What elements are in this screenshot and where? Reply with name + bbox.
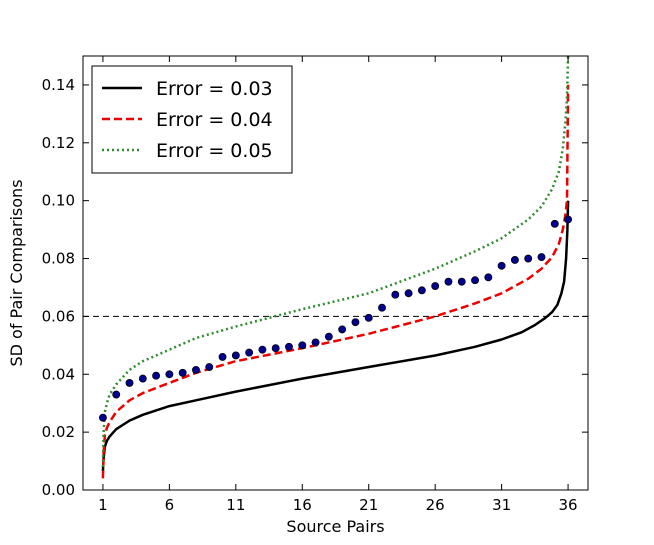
observed-point [98,413,107,422]
observed-point [457,277,466,286]
y-tick-label: 0.10 [42,192,75,210]
observed-point [271,344,280,353]
plot-area [83,56,588,479]
observed-point [404,289,413,298]
x-tick-label: 36 [559,496,578,514]
observed-point [258,345,267,354]
y-tick-label: 0.04 [42,365,75,383]
observed-point [550,219,559,228]
x-tick-label: 6 [165,496,175,514]
observed-point [497,261,506,270]
observed-point [351,318,360,327]
observed-point [338,325,347,334]
x-tick-label: 26 [426,496,445,514]
x-axis-label: Source Pairs [286,517,384,536]
observed-point [125,378,134,387]
series-line-error-0-05 [101,56,570,467]
y-tick-label: 0.08 [42,250,75,268]
y-tick-label: 0.12 [42,134,75,152]
observed-point [431,282,440,290]
observed-point [218,352,227,361]
plot-frame [82,55,589,491]
y-axis-label: SD of Pair Comparisons [7,179,26,366]
legend-label: Error = 0.05 [156,140,273,162]
observed-point [564,215,573,224]
observed-point [112,390,121,399]
observed-point [298,341,307,350]
axes: 0.000.020.040.060.080.100.120.141 6 11 16 21… [42,56,588,514]
observed-point [285,342,293,351]
observed-point [378,303,386,312]
observed-point [138,374,147,383]
legend: Error = 0.03 Error = 0.04 Error = 0.05 [91,65,293,174]
observed-point [524,254,533,263]
x-tick-label: 11 [226,496,245,514]
observed-point [192,365,200,374]
observed-point [444,277,453,286]
y-tick-label: 0.02 [42,423,75,441]
y-tick-label: 0.06 [42,307,75,325]
observed-point [537,253,546,262]
x-tick-label: 16 [293,496,312,514]
observed-point [178,368,187,377]
observed-point [510,256,519,264]
y-tick-label: 0.14 [42,76,75,94]
observed-point [484,273,493,282]
observed-point [364,313,373,322]
legend-label: Error = 0.03 [156,78,273,100]
legend-label: Error = 0.04 [156,109,273,131]
observed-point [245,348,254,357]
observed-point [391,290,400,299]
x-tick-label: 31 [492,496,511,514]
observed-point [205,363,214,371]
observed-point [417,286,426,295]
observed-point [324,332,333,341]
observed-point [471,276,479,285]
x-tick-label: 1 [98,496,108,514]
observed-point [165,370,174,379]
y-tick-label: 0.00 [42,481,75,499]
series-line-error-0-03 [101,200,570,472]
observed-point [311,338,320,347]
legend-box [91,65,293,174]
x-tick-label: 21 [359,496,378,514]
observed-point [231,351,240,360]
series-line-error-0-04 [101,84,570,479]
observed-point [152,371,161,380]
